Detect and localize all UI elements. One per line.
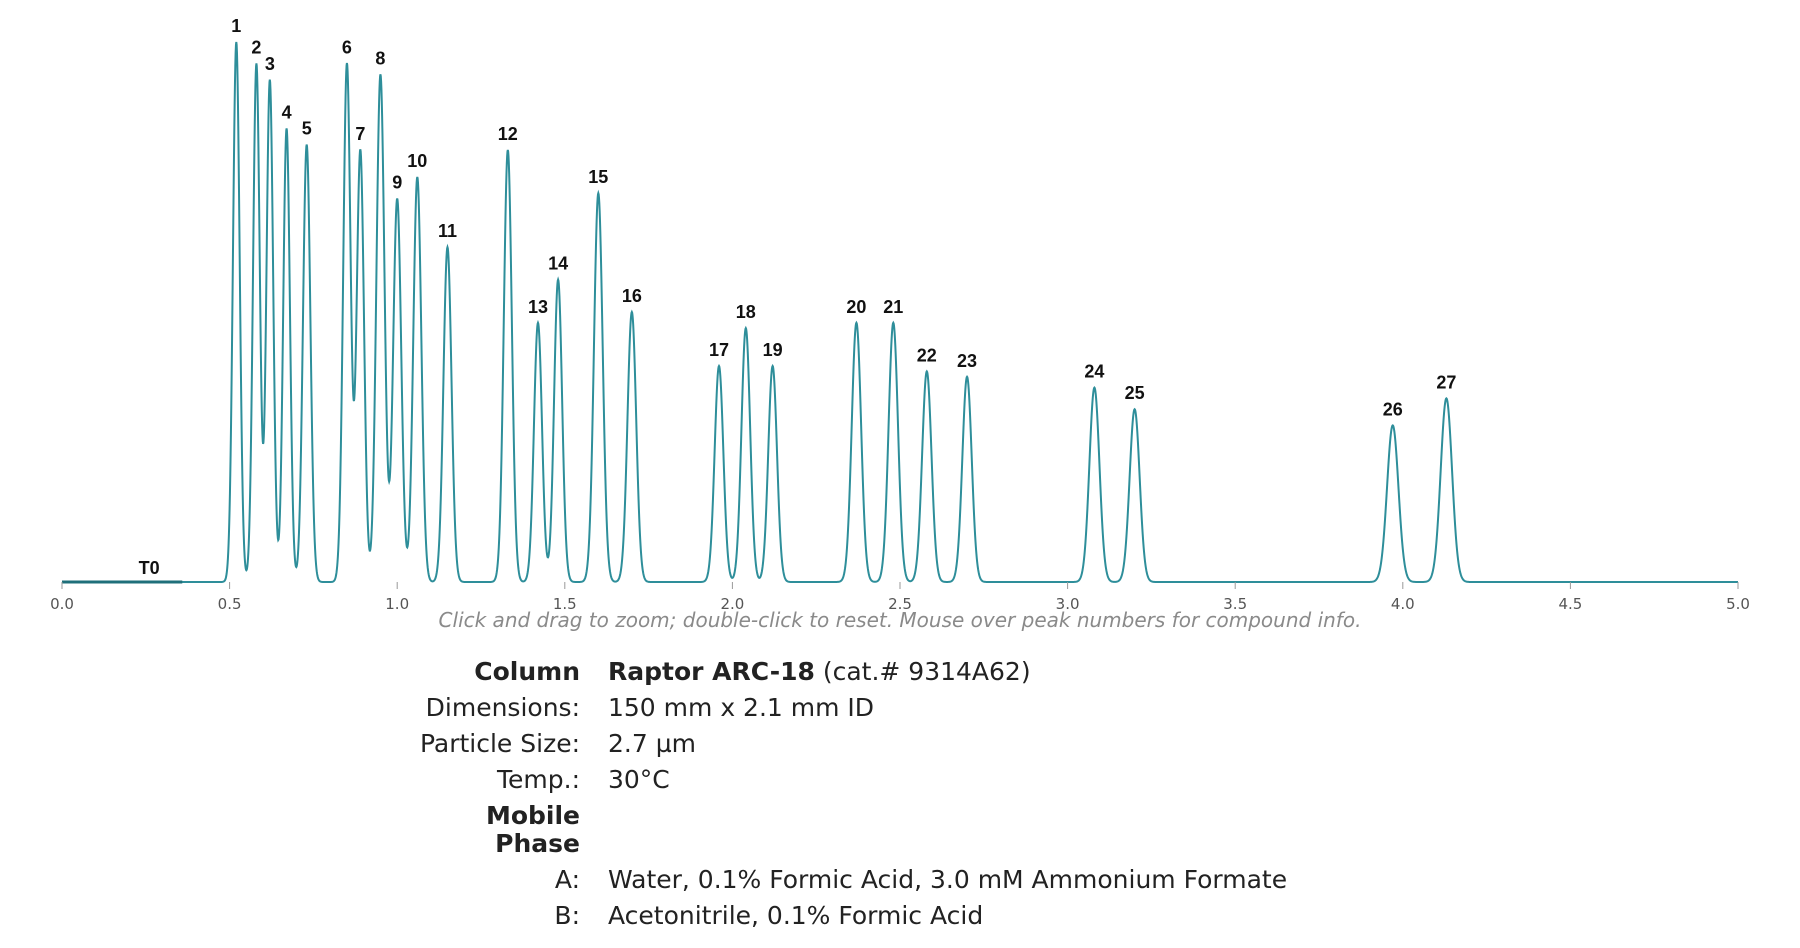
mobile-phase-label-2: Phase: [495, 829, 580, 858]
peak-number-label[interactable]: 2: [251, 38, 261, 58]
peak-number-label[interactable]: 24: [1084, 362, 1104, 382]
peak-number-label[interactable]: 3: [265, 54, 275, 74]
x-tick-label: 0.5: [218, 595, 242, 610]
mobile-phase-label-1: Mobile: [485, 801, 580, 830]
dimensions-label: Dimensions:: [425, 693, 580, 722]
zoom-hint: Click and drag to zoom; double-click to …: [438, 608, 1362, 632]
peak-number-label[interactable]: 23: [957, 351, 977, 371]
mobile-phase-b-label: B:: [554, 901, 580, 930]
chromatogram-trace: [62, 41, 1738, 583]
peak-number-label[interactable]: 25: [1125, 383, 1145, 403]
peak-number-label[interactable]: 18: [736, 302, 756, 322]
mobile-phase-a-value: Water, 0.1% Formic Acid, 3.0 mM Ammonium…: [608, 865, 1288, 894]
particle-size-label: Particle Size:: [419, 729, 580, 758]
column-value: Raptor ARC-18 (cat.# 9314A62): [608, 657, 1031, 686]
peak-number-label[interactable]: 16: [622, 286, 642, 306]
x-tick-label: 1.0: [385, 595, 409, 610]
peak-number-label[interactable]: 21: [883, 297, 903, 317]
peak-number-label[interactable]: 20: [846, 297, 866, 317]
peak-number-label[interactable]: 4: [282, 102, 292, 122]
temp-label: Temp.:: [497, 765, 580, 794]
x-tick-label: 3.0: [1056, 595, 1080, 610]
peak-number-label[interactable]: 9: [392, 173, 402, 193]
x-tick-label: 0.0: [50, 595, 74, 610]
peak-number-label[interactable]: 6: [342, 38, 352, 58]
temp-value: 30°C: [608, 765, 670, 794]
x-tick-label: 3.5: [1223, 595, 1247, 610]
column-cat: (cat.# 9314A62): [814, 657, 1031, 686]
peak-number-label[interactable]: 12: [498, 124, 518, 144]
column-label: Column: [474, 657, 580, 686]
mobile-phase-a-label: A:: [554, 865, 580, 894]
peak-number-label[interactable]: 5: [302, 119, 312, 139]
x-tick-label: 5.0: [1726, 595, 1750, 610]
chromatogram-chart[interactable]: T0 0.0 0.5 1.0 1.5 2.0 2.5 3.0 3.5 4.0 4.5 5.0 123…: [0, 0, 1800, 610]
x-tick-label: 2.0: [720, 595, 744, 610]
peak-number-label[interactable]: 27: [1436, 372, 1456, 392]
peak-number-label[interactable]: 13: [528, 297, 548, 317]
x-axis-ticks: 0.0 0.5 1.0 1.5 2.0 2.5 3.0 3.5 4.0 4.5 5.0: [50, 582, 1750, 610]
peak-number-label[interactable]: 17: [709, 340, 729, 360]
x-tick-label: 1.5: [553, 595, 577, 610]
x-tick-label: 4.0: [1391, 595, 1415, 610]
column-name: Raptor ARC-18: [608, 657, 815, 686]
peak-number-label[interactable]: 7: [355, 124, 365, 144]
t0-label: T0: [139, 558, 160, 578]
peak-number-label[interactable]: 26: [1383, 399, 1403, 419]
peak-number-label[interactable]: 15: [588, 167, 608, 187]
peak-number-label[interactable]: 22: [917, 345, 937, 365]
particle-size-value: 2.7 µm: [608, 729, 696, 758]
peak-number-label[interactable]: 10: [407, 151, 427, 171]
peak-number-label[interactable]: 11: [438, 221, 457, 241]
peak-number-label[interactable]: 1: [231, 16, 241, 36]
x-tick-label: 4.5: [1558, 595, 1582, 610]
peak-number-label[interactable]: 8: [375, 48, 385, 68]
peak-number-label[interactable]: 19: [763, 340, 783, 360]
peak-number-label[interactable]: 14: [548, 254, 568, 274]
dimensions-value: 150 mm x 2.1 mm ID: [608, 693, 875, 722]
mobile-phase-b-value: Acetonitrile, 0.1% Formic Acid: [608, 901, 984, 930]
x-tick-label: 2.5: [888, 595, 912, 610]
